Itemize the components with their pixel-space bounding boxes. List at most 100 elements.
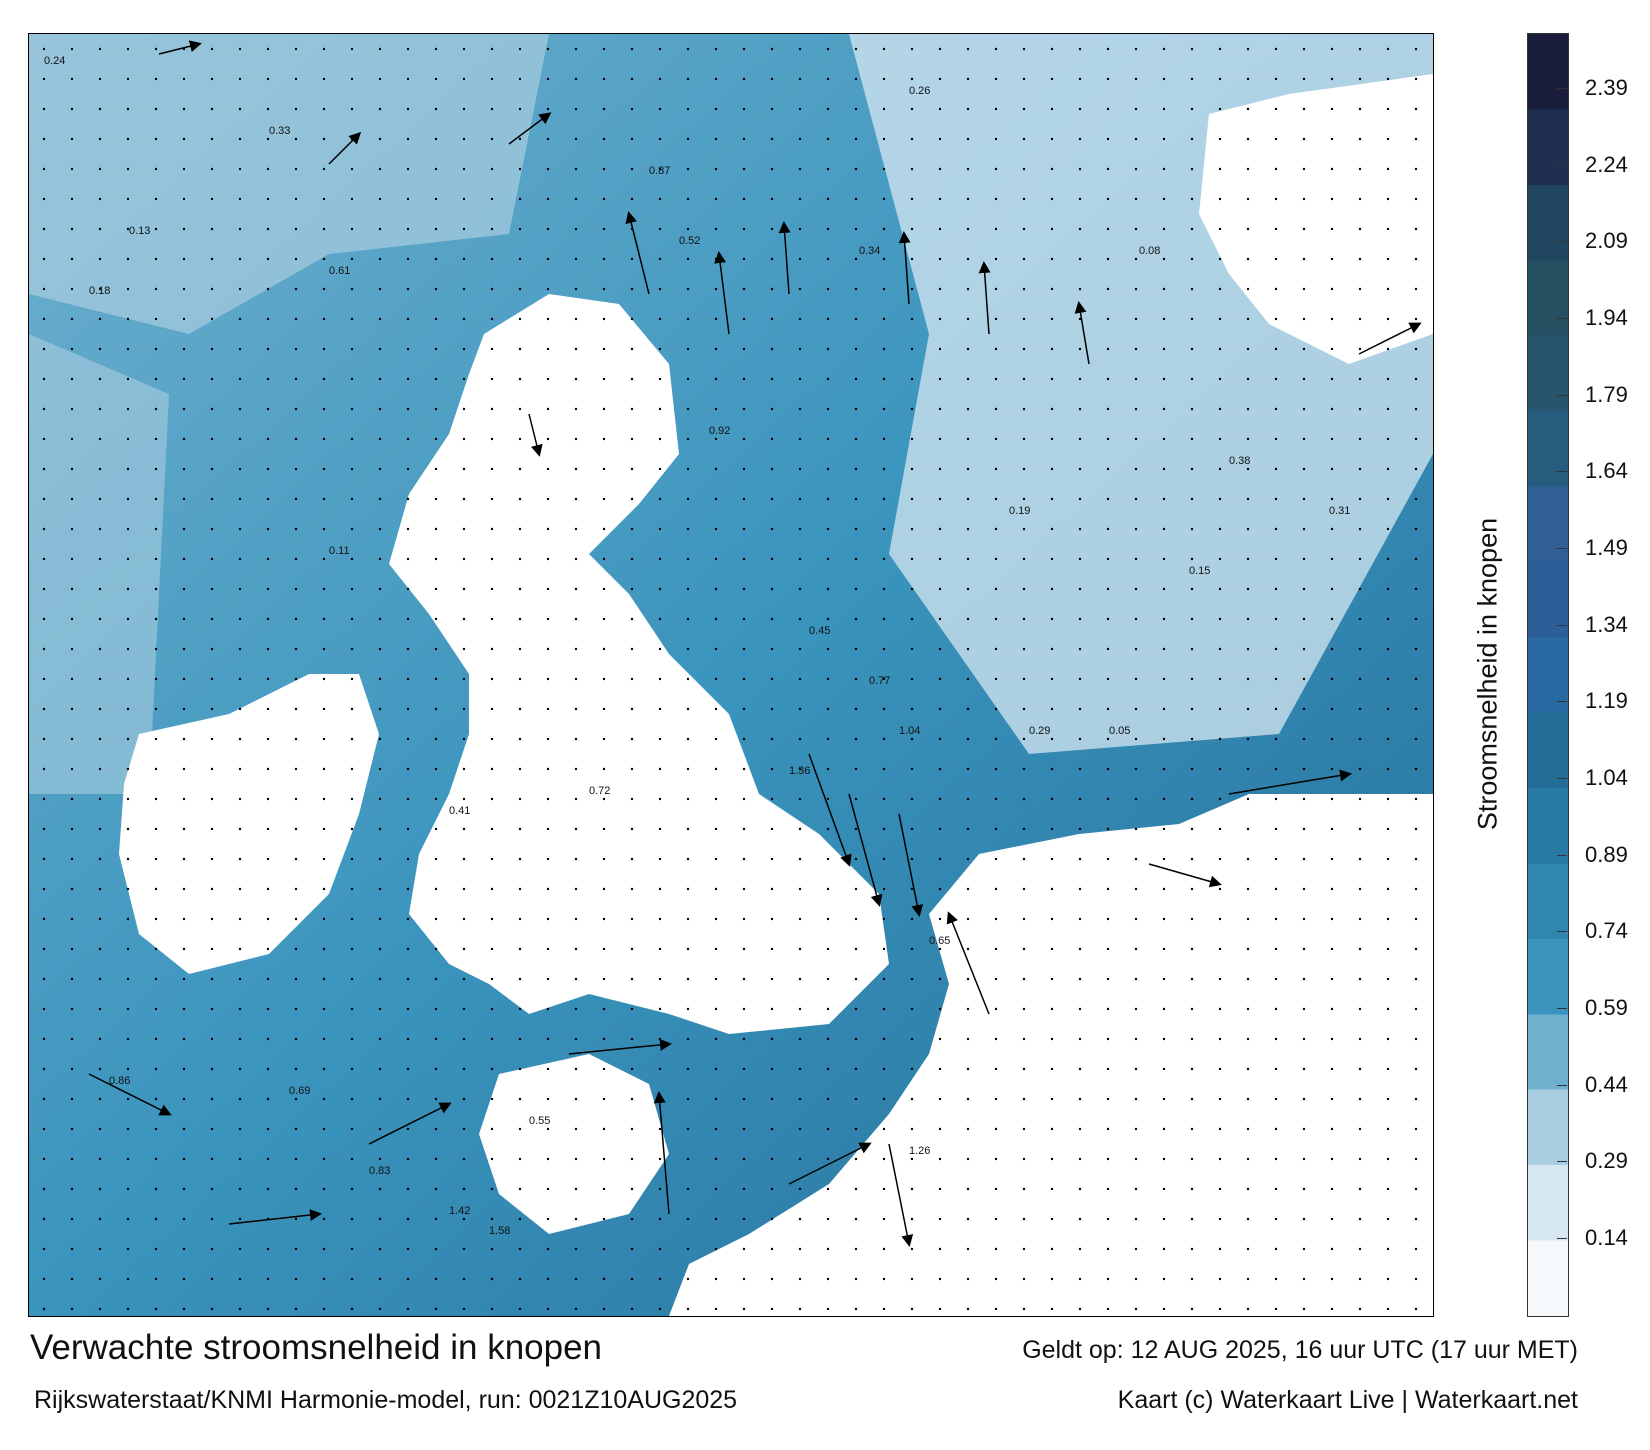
grid-dot xyxy=(1162,107,1166,111)
grid-dot xyxy=(518,1097,522,1101)
grid-dot xyxy=(1302,707,1306,711)
grid-dot xyxy=(1078,1097,1082,1101)
grid-dot xyxy=(1022,1217,1026,1221)
grid-dot xyxy=(798,1277,802,1281)
grid-dot xyxy=(518,587,522,591)
credits-text[interactable]: Kaart (c) Waterkaart Live | Waterkaart.n… xyxy=(1117,1386,1578,1414)
grid-dot xyxy=(602,1277,606,1281)
grid-dot xyxy=(70,587,74,591)
grid-dot xyxy=(854,767,858,771)
grid-dot xyxy=(518,1157,522,1161)
grid-dot xyxy=(462,707,466,711)
current-value-label: 0.15 xyxy=(1189,565,1210,577)
grid-dot xyxy=(1050,257,1054,261)
grid-dot xyxy=(966,1097,970,1101)
grid-dot xyxy=(1386,677,1390,681)
grid-dot xyxy=(1274,887,1278,891)
grid-dot xyxy=(126,1067,130,1071)
grid-dot xyxy=(854,47,858,51)
grid-dot xyxy=(406,917,410,921)
grid-dot xyxy=(1358,1277,1362,1281)
grid-dot xyxy=(1078,587,1082,591)
grid-dot xyxy=(98,737,102,741)
grid-dot xyxy=(98,257,102,261)
grid-dot xyxy=(1302,1247,1306,1251)
current-map[interactable]: 0.24 0.13 0.18 0.33 0.61 0.87 1.36 0.92 0.26 0.19… xyxy=(28,33,1434,1317)
grid-dot xyxy=(266,947,270,951)
grid-dot xyxy=(98,977,102,981)
grid-dot xyxy=(350,1307,354,1311)
grid-dot xyxy=(406,107,410,111)
grid-dot xyxy=(574,77,578,81)
grid-dot xyxy=(826,1247,830,1251)
grid-dot xyxy=(1162,827,1166,831)
grid-dot xyxy=(742,707,746,711)
legend-tick-mark xyxy=(1557,778,1567,779)
grid-dot xyxy=(350,197,354,201)
grid-dot xyxy=(518,167,522,171)
grid-dot xyxy=(658,1217,662,1221)
grid-dot xyxy=(1358,1067,1362,1071)
grid-dot xyxy=(714,167,718,171)
grid-dot xyxy=(1162,227,1166,231)
grid-dot xyxy=(350,947,354,951)
grid-dot xyxy=(154,287,158,291)
grid-dot xyxy=(770,677,774,681)
grid-dot xyxy=(322,617,326,621)
grid-dot xyxy=(546,77,550,81)
grid-dot xyxy=(602,1127,606,1131)
grid-dot xyxy=(406,47,410,51)
grid-dot xyxy=(966,767,970,771)
grid-dot xyxy=(490,917,494,921)
scandinavia-land xyxy=(1199,74,1433,364)
grid-dot xyxy=(714,1007,718,1011)
grid-dot xyxy=(854,287,858,291)
grid-dot xyxy=(658,227,662,231)
grid-dot xyxy=(210,617,214,621)
grid-dot xyxy=(630,1097,634,1101)
grid-dot xyxy=(1358,767,1362,771)
grid-dot xyxy=(826,1307,830,1311)
grid-dot xyxy=(1386,197,1390,201)
grid-dot xyxy=(994,617,998,621)
grid-dot xyxy=(966,497,970,501)
grid-dot xyxy=(518,767,522,771)
grid-dot xyxy=(910,347,914,351)
grid-dot xyxy=(1330,1127,1334,1131)
grid-dot xyxy=(966,557,970,561)
grid-dot xyxy=(182,1187,186,1191)
grid-dot xyxy=(154,437,158,441)
grid-dot xyxy=(518,1217,522,1221)
grid-dot xyxy=(630,587,634,591)
grid-dot xyxy=(1050,167,1054,171)
grid-dot xyxy=(1358,407,1362,411)
grid-dot xyxy=(462,347,466,351)
grid-dot xyxy=(378,137,382,141)
grid-dot xyxy=(378,167,382,171)
grid-dot xyxy=(1414,257,1418,261)
grid-dot xyxy=(1414,1187,1418,1191)
grid-dot xyxy=(154,707,158,711)
grid-dot xyxy=(126,947,130,951)
grid-dot xyxy=(826,737,830,741)
grid-dot xyxy=(126,527,130,531)
grid-dot xyxy=(294,167,298,171)
grid-dot xyxy=(518,917,522,921)
grid-dot xyxy=(1078,887,1082,891)
grid-dot xyxy=(1050,527,1054,531)
grid-dot xyxy=(1106,977,1110,981)
current-value-label: 0.11 xyxy=(329,545,350,557)
grid-dot xyxy=(1218,257,1222,261)
grid-dot xyxy=(1414,767,1418,771)
grid-dot xyxy=(686,1127,690,1131)
grid-dot xyxy=(42,1187,46,1191)
grid-dot xyxy=(1218,677,1222,681)
grid-dot xyxy=(658,197,662,201)
grid-dot xyxy=(350,317,354,321)
grid-dot xyxy=(1106,227,1110,231)
grid-dot xyxy=(98,527,102,531)
grid-dot xyxy=(910,947,914,951)
grid-dot xyxy=(714,287,718,291)
current-arrows xyxy=(88,40,1422,1247)
grid-dot xyxy=(1190,1037,1194,1041)
